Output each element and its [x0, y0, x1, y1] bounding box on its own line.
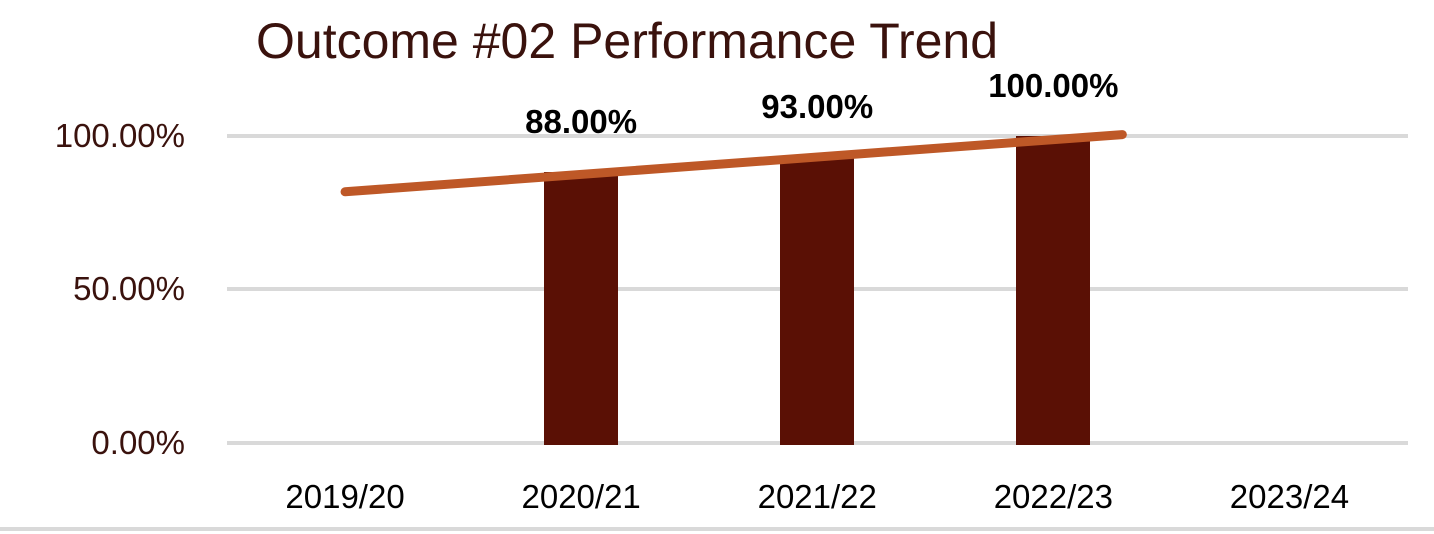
chart-title: Outcome #02 Performance Trend	[256, 13, 999, 69]
chart-bottom-border	[0, 527, 1434, 531]
x-tick-2022-23: 2022/23	[993, 478, 1113, 515]
y-tick-50: 50.00%	[73, 270, 185, 308]
data-label-100: 100.00%	[988, 66, 1119, 104]
bar-2022-23	[1016, 135, 1091, 445]
y-tick-100: 100.00%	[54, 116, 185, 154]
y-tick-0: 0.00%	[91, 424, 185, 461]
data-label-88: 88.00%	[525, 103, 638, 141]
bar-2020-21	[544, 172, 619, 445]
bar-2021-22	[780, 157, 855, 445]
data-label-93: 93.00%	[761, 88, 874, 126]
x-tick-2023-24: 2023/24	[1229, 478, 1350, 515]
x-tick-2019-20: 2019/20	[285, 478, 405, 515]
gridline-100	[227, 133, 1408, 138]
x-tick-2021-22: 2021/22	[757, 478, 877, 515]
x-tick-2020-21: 2020/21	[521, 478, 641, 515]
